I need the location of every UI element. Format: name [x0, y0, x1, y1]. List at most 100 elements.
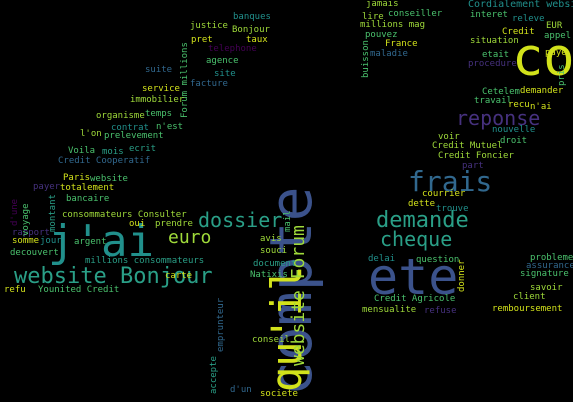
cloud-word: Younited Credit — [38, 285, 120, 295]
cloud-word: decouvert — [10, 248, 59, 258]
cloud-word: prelevement — [104, 131, 164, 141]
cloud-word: ecrit — [129, 144, 157, 154]
cloud-word: immobilier — [130, 95, 185, 105]
cloud-word: jour — [40, 236, 62, 246]
cloud-word: refuse — [424, 306, 457, 316]
cloud-word: mois — [102, 147, 124, 157]
cloud-word: Credit Mutuel — [432, 141, 503, 151]
cloud-word: taux — [246, 35, 268, 45]
cloud-word: oui — [129, 219, 146, 229]
cloud-word: emprunteur — [216, 297, 226, 352]
cloud-word: millions mag — [360, 20, 426, 30]
cloud-word: pris — [557, 64, 567, 86]
cloud-word: recu — [508, 100, 530, 110]
cloud-word: interet — [470, 10, 508, 20]
cloud-word: maladie — [370, 49, 408, 59]
cloud-word: question — [416, 255, 460, 265]
cloud-word: Cetelem — [482, 87, 520, 97]
cloud-word: banques — [233, 12, 271, 22]
cloud-word: travail — [474, 96, 512, 106]
cloud-word: nouvelle — [492, 125, 536, 135]
cloud-word: co — [512, 28, 573, 88]
cloud-word: bancaire — [66, 194, 110, 204]
cloud-word: trouve — [436, 204, 469, 214]
cloud-word: releve — [512, 14, 545, 24]
cloud-word: reponse — [456, 106, 541, 130]
cloud-word: etait — [482, 50, 510, 60]
cloud-word: part — [462, 161, 484, 171]
cloud-word: Voila — [68, 146, 96, 156]
cloud-word: Forum millions — [180, 42, 190, 118]
cloud-word: pret — [191, 35, 213, 45]
cloud-word: refu — [4, 285, 26, 295]
cloud-word: n'est — [156, 122, 184, 132]
cloud-word: telephone — [208, 44, 257, 54]
cloud-word: facture — [190, 79, 228, 89]
cloud-word: dette — [408, 199, 436, 209]
cloud-word: lire — [362, 12, 384, 22]
cloud-word: Bonjour — [232, 25, 270, 35]
cloud-word: agence — [206, 56, 239, 66]
cloud-word: demande — [376, 208, 469, 233]
cloud-word: somme — [12, 236, 40, 246]
cloud-word: montant — [48, 194, 58, 232]
cloud-word: signature — [520, 269, 569, 279]
cloud-word: pouvez — [365, 30, 398, 40]
cloud-word: d'un — [230, 385, 252, 395]
cloud-word: buisson — [361, 40, 371, 78]
cloud-word: donner — [457, 259, 467, 292]
cloud-word: avis — [260, 234, 282, 244]
cloud-word: cheque — [380, 227, 453, 251]
cloud-word: website Bonjour — [14, 264, 213, 289]
cloud-word: client — [513, 292, 546, 302]
cloud-word: payer — [33, 182, 61, 192]
cloud-word: voyage — [21, 203, 31, 236]
cloud-word: souci — [260, 246, 288, 256]
cloud-word: l'on — [80, 129, 102, 139]
cloud-word: Credit — [502, 27, 535, 37]
cloud-word: prendre — [155, 219, 193, 229]
cloud-word: savoir — [530, 283, 563, 293]
cloud-word: temps — [145, 109, 173, 119]
cloud-word: probleme — [530, 253, 573, 263]
cloud-word: consommateurs Consulter — [62, 210, 187, 220]
cloud-word: site — [214, 69, 236, 79]
cloud-word: EUR — [546, 21, 563, 31]
cloud-word: procedure — [468, 59, 517, 69]
cloud-word: d'une — [10, 198, 20, 226]
cloud-word: accepte — [209, 356, 219, 394]
cloud-word: frais — [408, 165, 493, 198]
cloud-word: j'ai — [48, 216, 154, 267]
cloud-word: organisme — [96, 111, 145, 121]
cloud-word: Credit Agricole — [374, 294, 456, 304]
cloud-word: jamais — [366, 0, 399, 9]
cloud-word: rapport — [12, 228, 50, 238]
cloud-word: argent — [74, 237, 107, 247]
cloud-word: appel — [544, 31, 572, 41]
cloud-word: suite — [145, 65, 173, 75]
cloud-word: contrat — [111, 123, 149, 133]
cloud-word: n'ai — [530, 102, 552, 112]
cloud-word: situation — [470, 36, 519, 46]
cloud-word: Paris — [63, 173, 91, 183]
cloud-word: demander — [520, 86, 564, 96]
cloud-word: conseil — [252, 335, 290, 345]
cloud-word: courrier — [422, 189, 466, 199]
cloud-word: justice — [190, 21, 228, 31]
cloud-word: assurance — [526, 261, 573, 271]
cloud-word: dossier — [198, 208, 283, 232]
cloud-word: Credit Cooperatif — [58, 156, 151, 166]
cloud-word: Natixis — [250, 270, 288, 280]
cloud-word: Cordialement website — [468, 0, 573, 10]
cloud-word: voir — [438, 132, 460, 142]
cloud-word: paye — [545, 48, 567, 58]
cloud-word: totalement — [60, 183, 115, 193]
cloud-word: ete — [368, 248, 459, 306]
cloud-word: service — [142, 84, 180, 94]
cloud-word: euro — [168, 227, 212, 248]
cloud-word: mensualite — [362, 305, 417, 315]
cloud-word: conseiller — [388, 9, 443, 19]
cloud-word: mail — [283, 210, 293, 232]
cloud-word: remboursement — [492, 304, 563, 314]
